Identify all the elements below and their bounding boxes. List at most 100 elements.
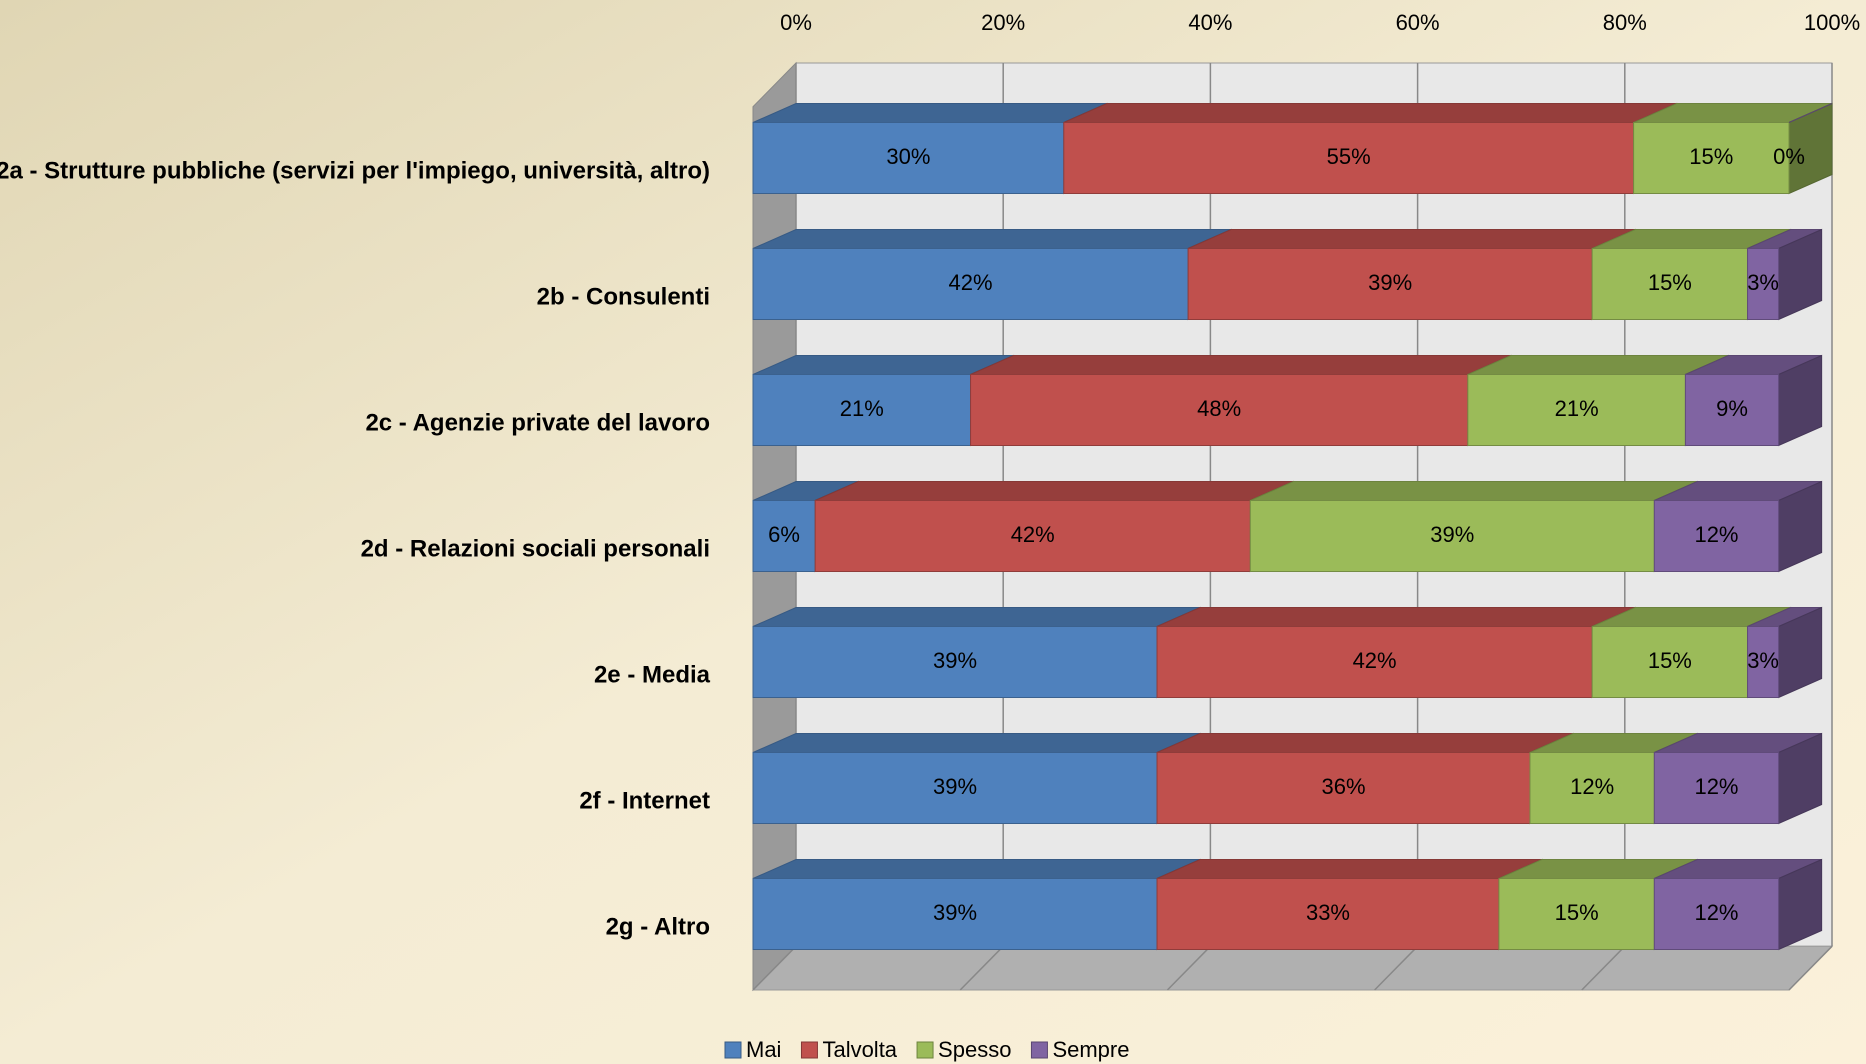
- legend-label: Talvolta: [822, 1037, 897, 1062]
- data-label: 15%: [1555, 900, 1599, 925]
- bar: [752, 248, 1189, 320]
- data-label: 48%: [1197, 396, 1241, 421]
- data-label: 39%: [933, 774, 977, 799]
- floor: [751, 945, 1834, 991]
- grid-line: [959, 945, 1004, 991]
- bar: [1156, 626, 1593, 698]
- x-tick-label: 100%: [1804, 10, 1860, 35]
- bar-top: [1156, 859, 1543, 879]
- grid-line: [752, 945, 797, 991]
- bar-top: [1063, 103, 1677, 123]
- data-label: 3%: [1747, 270, 1779, 295]
- bar: [970, 374, 1469, 446]
- bar-top: [752, 607, 1201, 627]
- bar-top: [814, 481, 1294, 501]
- legend: Mai Talvolta Spesso Sempre: [724, 1037, 1129, 1062]
- grid-line: [1581, 945, 1626, 991]
- bar-top: [752, 859, 1201, 879]
- plot-area: 0% 20% 40% 60% 80% 100% 2a - Strutture pubblic…: [0, 10, 1860, 992]
- grid-line: [1788, 945, 1833, 991]
- bar-top: [1156, 733, 1574, 753]
- data-label: 36%: [1321, 774, 1365, 799]
- bar: [1249, 500, 1655, 572]
- bar: [752, 374, 972, 446]
- bar: [1187, 248, 1593, 320]
- bar-top: [1187, 229, 1636, 249]
- bar: [1467, 374, 1686, 446]
- data-label: 21%: [840, 396, 884, 421]
- bar: [1156, 878, 1500, 950]
- grid-line: [1374, 945, 1419, 991]
- x-tick-label: 20%: [981, 10, 1025, 35]
- data-label: 15%: [1648, 270, 1692, 295]
- data-label: 39%: [1368, 270, 1412, 295]
- bar-top: [752, 229, 1232, 249]
- bar-top: [1467, 355, 1729, 375]
- data-label: 42%: [1353, 648, 1397, 673]
- bar-top: [1250, 481, 1698, 501]
- category-label: 2d - Relazioni sociali personali: [361, 535, 710, 562]
- bar: [1653, 878, 1780, 950]
- bar: [752, 626, 1158, 698]
- data-label: 12%: [1694, 774, 1738, 799]
- data-label: 39%: [933, 648, 977, 673]
- legend-swatch: [800, 1041, 818, 1059]
- bar: [1529, 752, 1655, 824]
- bar: [1684, 374, 1780, 446]
- bar: [1633, 122, 1790, 194]
- legend-swatch: [724, 1041, 742, 1059]
- bar-top: [752, 733, 1201, 753]
- bar: [1063, 122, 1635, 194]
- data-label: 12%: [1570, 774, 1614, 799]
- bar-top: [1788, 103, 1833, 123]
- data-label: 55%: [1327, 144, 1371, 169]
- data-label: 30%: [886, 144, 930, 169]
- bar: [1747, 626, 1780, 698]
- data-label: 39%: [1430, 522, 1474, 547]
- bar: [1498, 878, 1655, 950]
- data-label: 42%: [1011, 522, 1055, 547]
- category-label: 2b - Consulenti: [537, 283, 710, 310]
- data-label: 9%: [1716, 396, 1748, 421]
- bar: [752, 500, 816, 572]
- legend-label: Spesso: [938, 1037, 1011, 1062]
- bar: [1653, 752, 1780, 824]
- x-tick-label: 60%: [1396, 10, 1440, 35]
- bar: [752, 122, 1065, 194]
- data-label: 12%: [1694, 900, 1738, 925]
- category-label: 2g - Altro: [606, 913, 710, 940]
- bar-top: [752, 103, 1108, 123]
- legend-swatch: [1030, 1041, 1048, 1059]
- legend-label: Sempre: [1052, 1037, 1129, 1062]
- data-label: 3%: [1747, 648, 1779, 673]
- bar: [1156, 752, 1531, 824]
- x-tick-label: 80%: [1603, 10, 1647, 35]
- data-label: 21%: [1555, 396, 1599, 421]
- data-label: 42%: [949, 270, 993, 295]
- category-label: 2f - Internet: [579, 787, 710, 814]
- bar: [1591, 626, 1749, 698]
- legend-swatch: [916, 1041, 934, 1059]
- data-label: 15%: [1648, 648, 1692, 673]
- legend-label: Mai: [746, 1037, 781, 1062]
- bar-top: [970, 355, 1512, 375]
- data-label: 33%: [1306, 900, 1350, 925]
- bar: [1747, 248, 1780, 320]
- grid-line: [1166, 945, 1211, 991]
- data-label: 39%: [933, 900, 977, 925]
- data-label: 15%: [1689, 144, 1733, 169]
- bar-top: [752, 355, 1014, 375]
- data-label: 12%: [1694, 522, 1738, 547]
- data-label: 6%: [768, 522, 800, 547]
- bar: [752, 878, 1158, 950]
- category-label: 2c - Agenzie private del lavoro: [365, 409, 710, 436]
- data-label: 0%: [1773, 144, 1805, 169]
- category-label: 2a - Strutture pubbliche (servizi per l'…: [0, 157, 710, 184]
- category-label: 2e - Media: [594, 661, 711, 688]
- bar: [814, 500, 1251, 572]
- bar-top: [1156, 607, 1636, 627]
- x-tick-label: 40%: [1188, 10, 1232, 35]
- x-tick-label: 0%: [780, 10, 812, 35]
- bar: [1653, 500, 1780, 572]
